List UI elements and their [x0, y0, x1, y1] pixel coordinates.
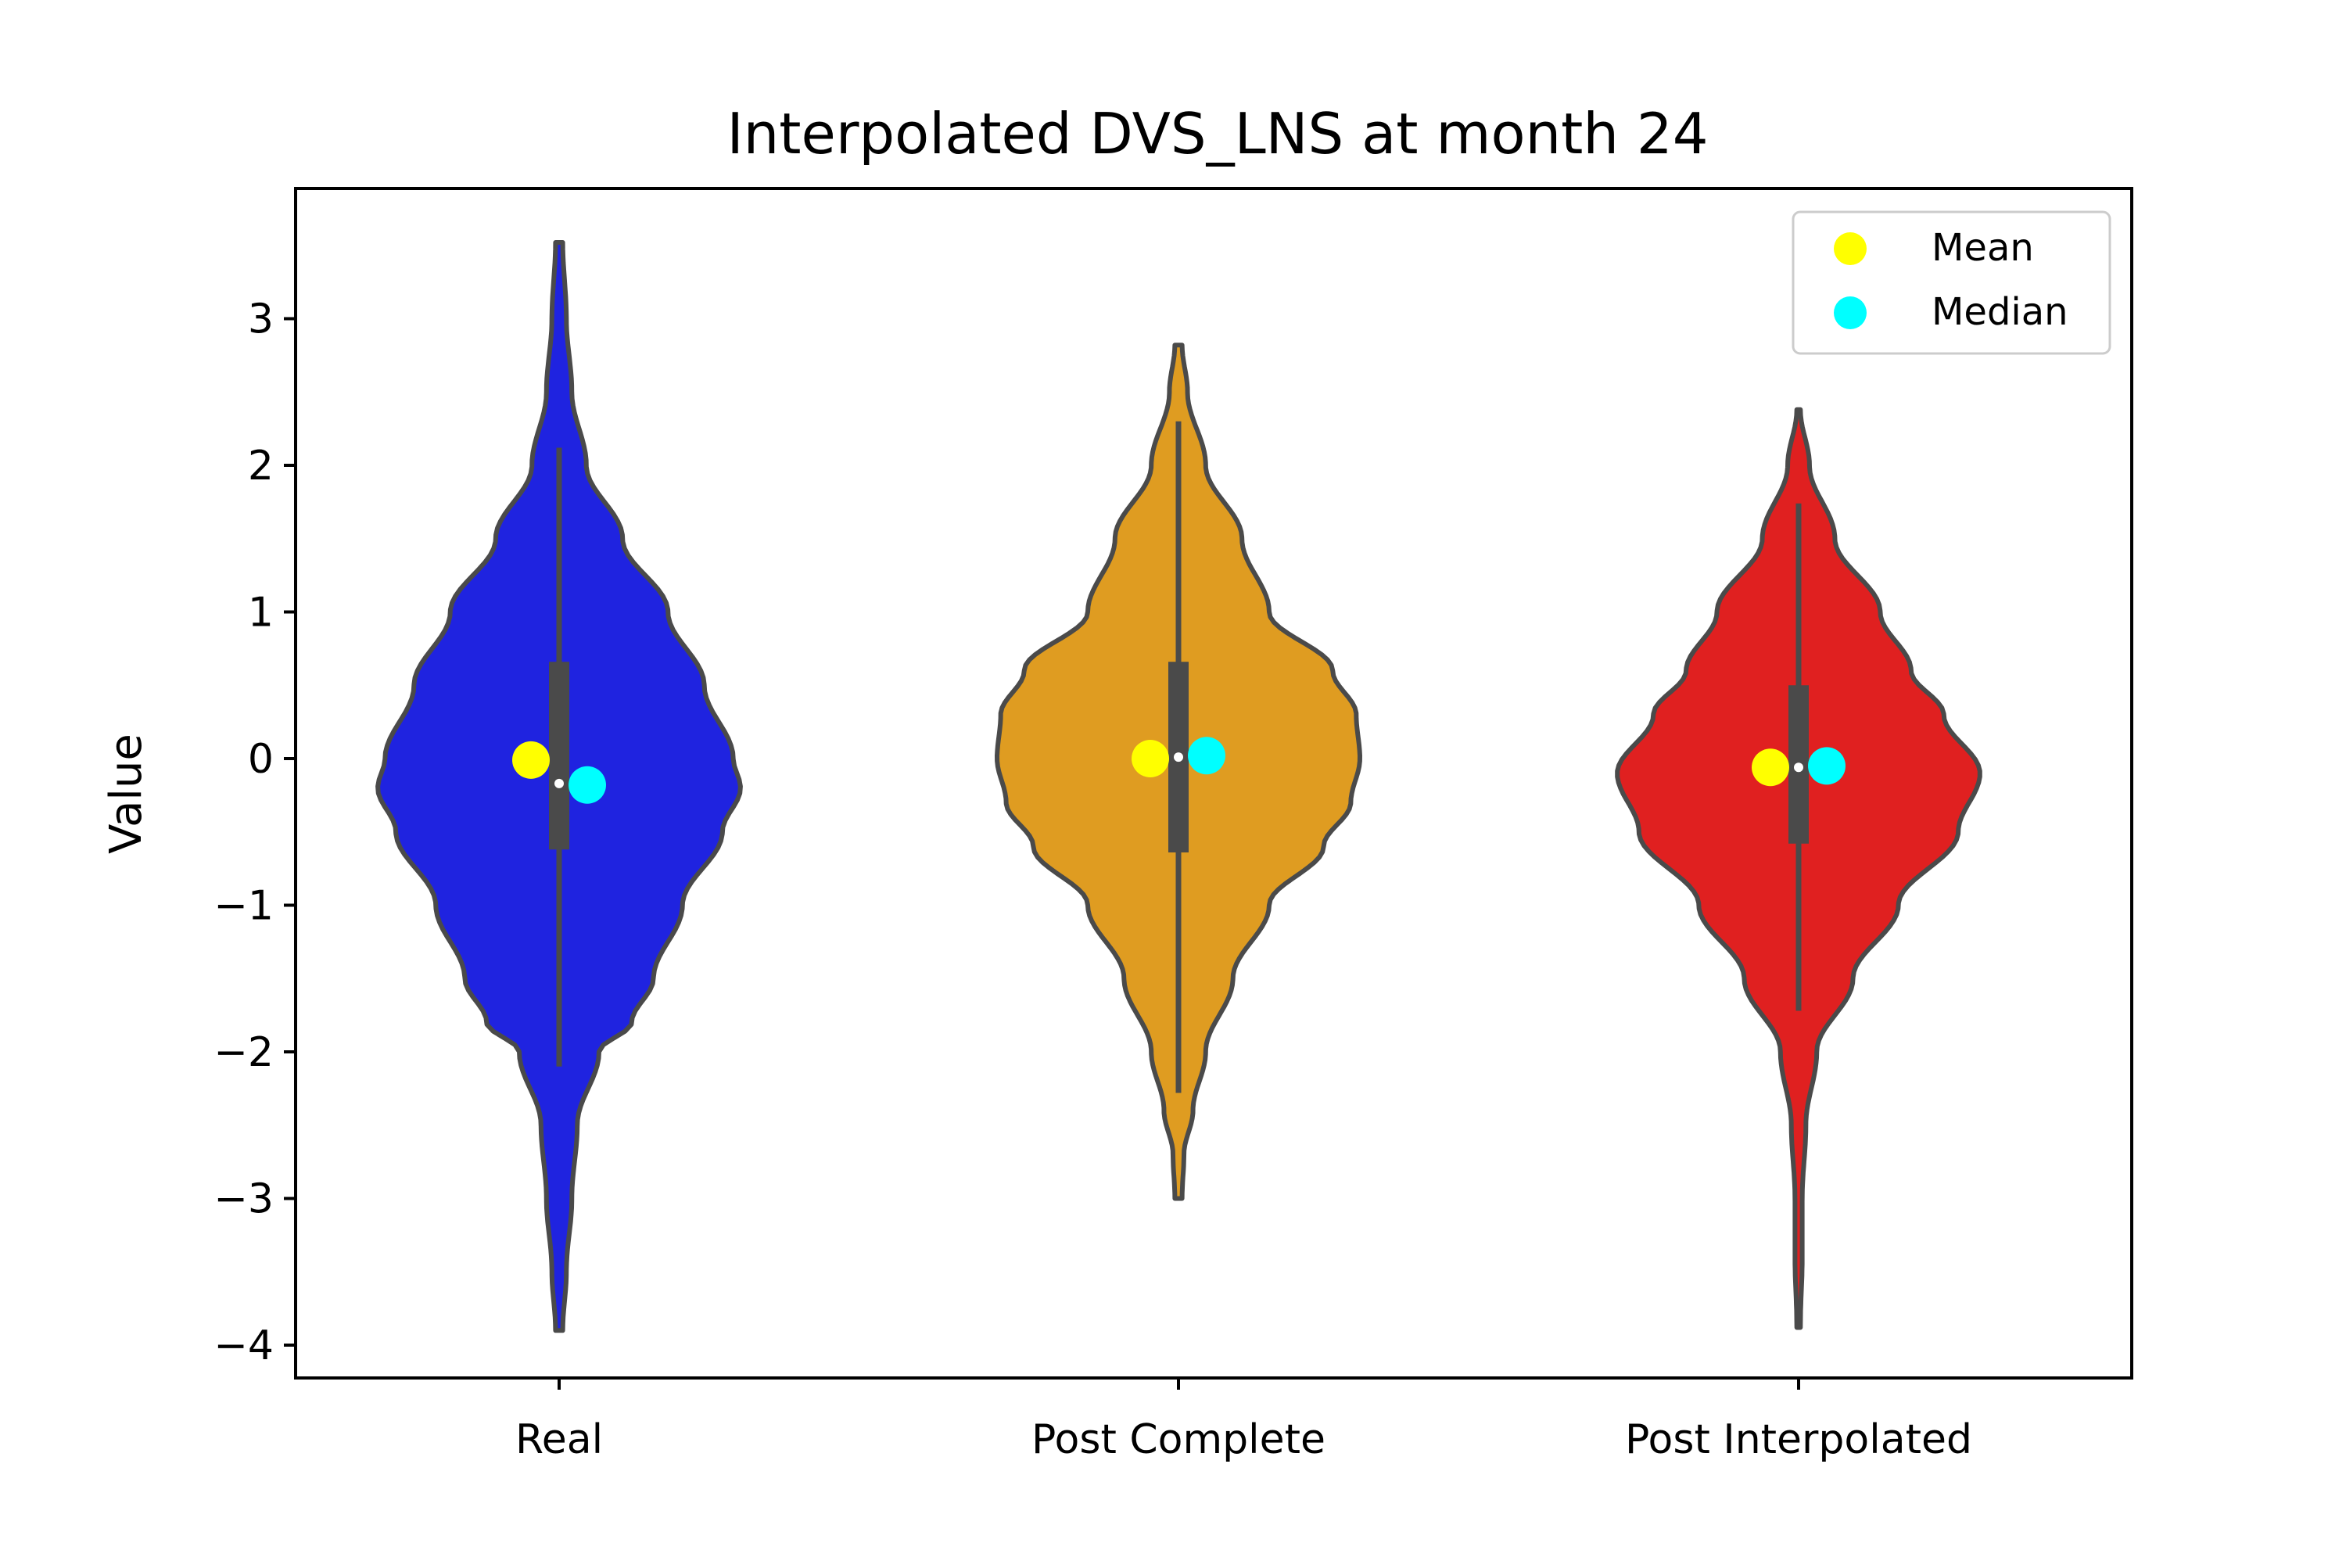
y-tick-label: 1: [248, 590, 274, 637]
median-marker-post-complete: [1188, 737, 1225, 775]
iqr-box-real: [549, 662, 569, 850]
y-tick-label: 3: [248, 296, 274, 343]
legend-median-label: Median: [1932, 290, 2068, 334]
mean-marker-post-complete: [1132, 740, 1169, 777]
median-dot-post-interpolated: [1794, 762, 1803, 773]
plot-area: [375, 240, 1982, 1333]
y-tick-label: −1: [213, 883, 274, 930]
y-tick-label: −3: [213, 1176, 274, 1223]
x-tick-label-post-complete: Post Complete: [1031, 1416, 1325, 1463]
chart-title: Interpolated DVS_LNS at month 24: [726, 101, 1708, 167]
axes-ticks: Real Post Complete Post Interpolated −4 −3 −2…: [213, 296, 1972, 1464]
mean-marker-post-interpolated: [1752, 748, 1789, 787]
legend-mean-marker: [1834, 232, 1867, 265]
mean-marker-real: [512, 741, 550, 779]
legend-median-marker: [1834, 296, 1867, 329]
median-marker-real: [569, 766, 606, 804]
legend-box: [1792, 210, 2111, 355]
y-tick-label: −4: [213, 1322, 274, 1369]
median-dot-real: [554, 778, 564, 788]
y-tick-label: −2: [213, 1029, 274, 1076]
median-dot-post-complete: [1174, 752, 1183, 762]
x-tick-label-real: Real: [515, 1416, 603, 1463]
legend: Mean Median: [1792, 210, 2111, 355]
legend-mean-label: Mean: [1932, 226, 2034, 270]
axes-frame: [294, 187, 2133, 1380]
y-tick-label: 0: [248, 736, 274, 783]
y-axis-label: Value: [101, 734, 152, 854]
median-marker-post-interpolated: [1808, 747, 1846, 785]
x-tick-label-post-interpolated: Post Interpolated: [1625, 1416, 1972, 1463]
y-tick-label: 2: [248, 443, 274, 490]
